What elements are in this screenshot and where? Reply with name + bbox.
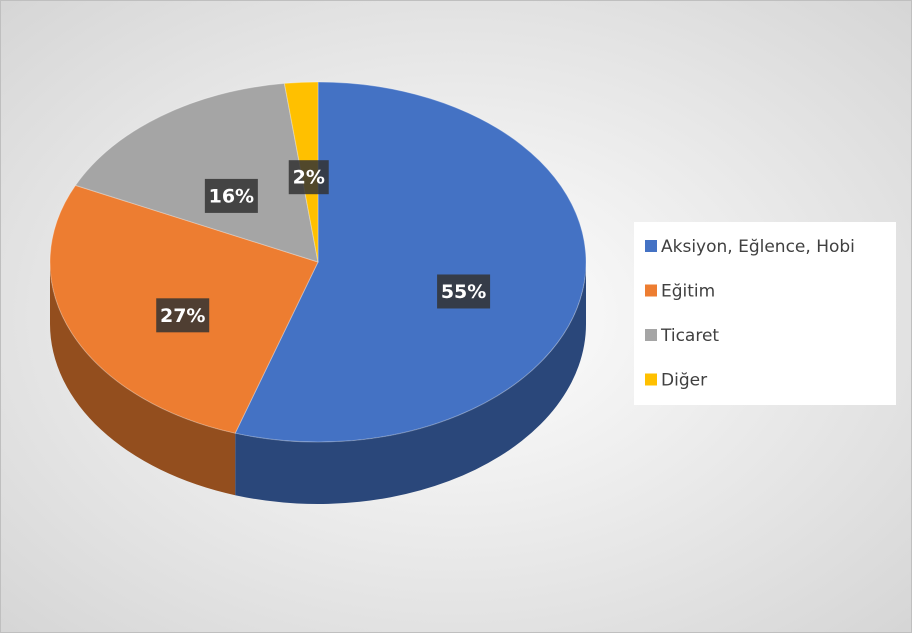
data-label-box — [437, 274, 491, 309]
legend-label: Diğer — [661, 371, 707, 391]
data-label-box — [288, 160, 329, 195]
legend-box — [634, 222, 896, 405]
data-label: 55% — [441, 281, 486, 303]
legend-label: Eğitim — [661, 282, 715, 302]
legend-swatch — [645, 284, 657, 297]
pie-side — [235, 262, 586, 505]
legend-swatch — [645, 240, 657, 252]
pie-slice — [74, 82, 319, 263]
legend-label: Aksiyon, Eğlence, Hobi — [661, 237, 855, 257]
data-label: 2% — [293, 167, 325, 189]
legend-label: Ticaret — [660, 326, 719, 346]
data-label: 16% — [209, 185, 254, 207]
data-label-box — [204, 178, 258, 213]
legend-swatch — [645, 373, 657, 386]
legend-swatch — [645, 329, 657, 341]
data-label: 27% — [160, 305, 205, 327]
pie-side — [50, 262, 236, 496]
data-label-box — [156, 298, 210, 333]
